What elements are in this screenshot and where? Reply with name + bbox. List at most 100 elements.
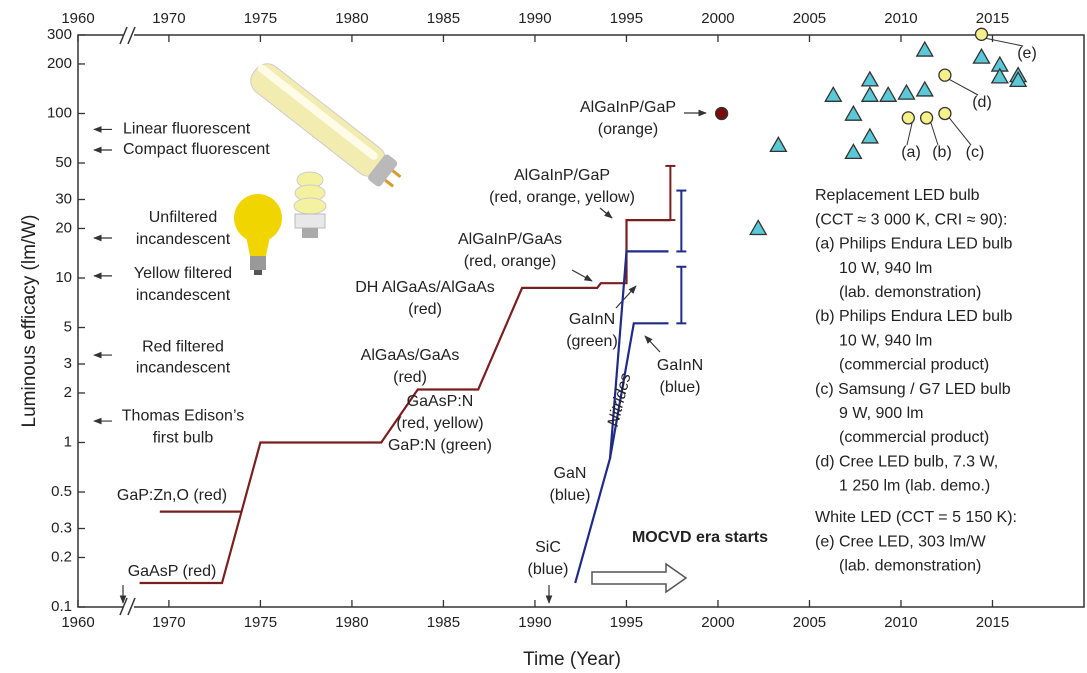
incandescent-bulb <box>234 194 282 275</box>
reference-label: Compact fluorescent <box>123 141 270 158</box>
data-point <box>974 27 989 41</box>
y-tick-label: 50 <box>55 154 72 171</box>
note-line: (lab. demonstration) <box>839 558 981 575</box>
note-line: (a) Philips Endura LED bulb <box>815 236 1013 253</box>
x-tick-label: 2015 <box>976 614 1009 631</box>
label-pointer <box>930 121 939 146</box>
note-line: (e) Cree LED, 303 lm/W <box>815 533 987 550</box>
y-tick-label: 2 <box>64 384 72 401</box>
x-tick-label-top: 1990 <box>518 10 551 27</box>
y-tick-label: 1 <box>64 433 72 450</box>
x-tick-label: 1960 <box>61 614 94 631</box>
plot-frame <box>77 34 1085 608</box>
annotation: MOCVD era starts <box>632 529 768 546</box>
annotation: (red) <box>393 369 427 386</box>
x-tick-label: 2005 <box>793 614 826 631</box>
mocvd-arrow <box>591 562 688 594</box>
y-tick-label: 200 <box>47 55 72 72</box>
note-line: (lab. demonstration) <box>839 284 981 301</box>
x-tick-label-top: 2015 <box>976 10 1009 27</box>
annotation: (red, yellow) <box>396 415 483 432</box>
annotation: (blue) <box>528 561 569 578</box>
y-axis-title: Luminous efficacy (lm/W) <box>19 215 40 428</box>
x-tick-label: 1970 <box>152 614 185 631</box>
point-label: (a) <box>901 144 921 161</box>
annotation: (orange) <box>598 121 658 138</box>
reference-label: Red filtered <box>142 338 224 355</box>
x-tick-label: 2010 <box>884 614 917 631</box>
data-point <box>824 85 843 102</box>
label-pointer <box>985 37 1024 47</box>
data-point <box>915 40 934 57</box>
note-line: (d) Cree LED bulb, 7.3 W, <box>815 453 998 470</box>
y-tick-label: 20 <box>55 219 72 236</box>
point-label: (e) <box>1017 45 1037 62</box>
reference-label: Yellow filtered <box>134 265 232 282</box>
fluorescent-tube <box>250 63 402 188</box>
x-tick-label-top: 1970 <box>152 10 185 27</box>
reference-label: incandescent <box>136 359 231 376</box>
data-point <box>860 127 879 144</box>
x-tick-label-top: 1975 <box>244 10 277 27</box>
y-tick-label: 0.1 <box>51 598 72 615</box>
note-line: 9 W, 900 lm <box>839 405 923 422</box>
annotation: AlGaInP/GaP <box>514 167 610 184</box>
annotation: SiC <box>535 539 561 556</box>
annotation: GaInN <box>657 357 703 374</box>
note-line: Replacement LED bulb <box>815 187 980 204</box>
y-tick-label: 30 <box>55 190 72 207</box>
reference-label: Unfiltered <box>149 209 217 226</box>
data-point <box>901 111 915 125</box>
x-tick-label: 1995 <box>610 614 643 631</box>
annotation: (red, orange) <box>464 253 557 270</box>
x-tick-label: 2000 <box>701 614 734 631</box>
annotation: (blue) <box>550 487 591 504</box>
data-point <box>972 47 991 64</box>
data-point <box>749 219 768 236</box>
data-point <box>860 70 879 87</box>
data-point <box>860 85 879 102</box>
x-axis-title: Time (Year) <box>523 649 621 670</box>
data-point <box>844 104 863 121</box>
y-tick-label: 0.5 <box>51 483 72 500</box>
x-tick-label: 1990 <box>518 614 551 631</box>
data-point <box>915 80 934 97</box>
data-point <box>844 143 863 160</box>
y-tick-label: 300 <box>47 26 72 43</box>
axis-break <box>124 600 134 614</box>
y-tick-label: 5 <box>64 318 72 335</box>
annotation: (blue) <box>660 379 701 396</box>
reference-label: Thomas Edison’s <box>122 407 244 424</box>
reference-label: first bulb <box>153 429 214 446</box>
x-tick-label-top: 1985 <box>427 10 460 27</box>
y-tick-label: 3 <box>64 355 72 372</box>
note-line: 1 250 lm (lab. demo.) <box>839 478 990 495</box>
data-point <box>769 136 788 153</box>
data-point <box>990 67 1009 84</box>
note-line: (commercial product) <box>839 429 989 446</box>
x-tick-label-top: 2005 <box>793 10 826 27</box>
annotation: AlGaInP/GaP <box>580 99 676 116</box>
reference-label: incandescent <box>136 231 231 248</box>
annotation: GaN <box>554 465 587 482</box>
data-point <box>1008 71 1028 88</box>
label-pointer <box>948 78 979 96</box>
x-tick-label: 1975 <box>244 614 277 631</box>
data-point <box>919 111 934 125</box>
annotation: GaAsP (red) <box>128 563 217 580</box>
y-tick-label: 0.3 <box>51 519 72 536</box>
annotation: Nitrides <box>605 372 635 429</box>
note-line: 10 W, 940 lm <box>839 260 932 277</box>
reference-label: incandescent <box>136 287 231 304</box>
annotation-pointers <box>119 109 707 604</box>
label-pointer <box>948 117 972 146</box>
x-tick-label: 1980 <box>335 614 368 631</box>
label-pointer <box>906 121 913 146</box>
annotation: (red) <box>408 301 442 318</box>
reference-label: Linear fluorescent <box>123 121 251 138</box>
data-point <box>938 68 952 82</box>
compact-fluorescent-bulb <box>293 171 327 238</box>
annotation: GaInN <box>569 311 615 328</box>
